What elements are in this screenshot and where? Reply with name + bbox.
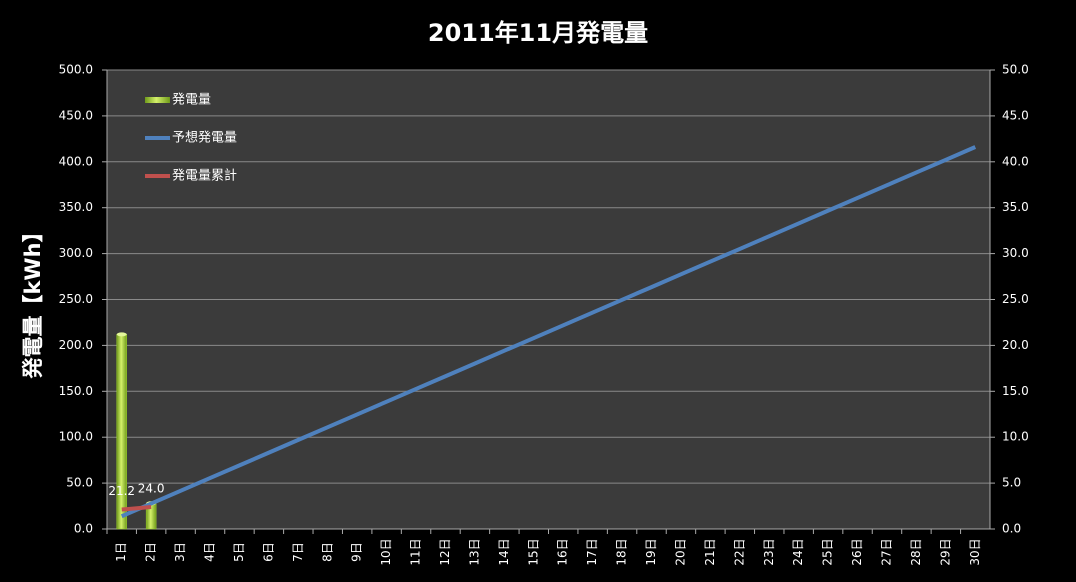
x-tick-label: 19日 [644,538,658,565]
x-tick-label: 20日 [673,538,687,565]
y-tick-label: 350.0 [59,200,93,214]
x-tick-label: 23日 [762,538,776,565]
y2-tick-label: 10.0 [1002,430,1029,444]
y-tick-label: 100.0 [59,430,93,444]
y2-tick-label: 5.0 [1002,476,1021,490]
x-tick-label: 12日 [438,538,452,565]
x-tick-label: 11日 [409,538,423,565]
x-tick-label: 17日 [585,538,599,565]
x-tick-label: 30日 [968,538,982,565]
x-tick-label: 15日 [526,538,540,565]
y-tick-label: 400.0 [59,154,93,168]
chart-title: 2011年11月発電量 [428,19,648,47]
y2-tick-label: 40.0 [1002,154,1029,168]
x-tick-label: 10日 [379,538,393,565]
y-tick-label: 150.0 [59,384,93,398]
x-tick-label: 26日 [850,538,864,565]
data-label: 21.2 [108,484,135,498]
y2-tick-label: 25.0 [1002,292,1029,306]
x-tick-label: 14日 [497,538,511,565]
data-label: 24.0 [138,481,165,495]
x-tick-label: 22日 [732,538,746,565]
legend-swatch [145,97,170,103]
x-tick-label: 29日 [938,538,952,565]
y2-tick-label: 50.0 [1002,63,1029,77]
y-tick-label: 450.0 [59,108,93,122]
y2-tick-label: 15.0 [1002,384,1029,398]
x-tick-label: 1日 [114,542,128,562]
x-tick-label: 21日 [703,538,717,565]
x-tick-label: 13日 [467,538,481,565]
y-tick-label: 50.0 [66,476,93,490]
x-tick-label: 3日 [173,542,187,562]
y2-tick-label: 45.0 [1002,108,1029,122]
legend-label: 予想発電量 [172,130,237,146]
x-tick-label: 24日 [791,538,805,565]
y2-tick-label: 20.0 [1002,338,1029,352]
line [120,145,977,519]
x-tick-label: 8日 [320,542,334,562]
x-tick-label: 18日 [615,538,629,565]
x-tick-label: 6日 [261,542,275,562]
x-tick-label: 2日 [144,542,158,562]
bar-top [116,332,127,337]
x-tick-label: 28日 [909,538,923,565]
x-tick-label: 25日 [821,538,835,565]
x-tick-label: 27日 [879,538,893,565]
x-tick-label: 4日 [203,542,217,562]
x-tick-label: 7日 [291,542,305,562]
y-axis-title: 発電量【kWh】 [21,221,45,379]
y2-tick-label: 0.0 [1002,522,1021,536]
y-tick-label: 500.0 [59,63,93,77]
line [121,504,152,512]
y-tick-label: 250.0 [59,292,93,306]
x-tick-label: 9日 [350,542,364,562]
y2-tick-label: 35.0 [1002,200,1029,214]
y-tick-label: 0.0 [74,522,93,536]
legend-label: 発電量 [172,93,211,108]
y-tick-label: 300.0 [59,246,93,260]
bar [116,334,127,530]
y2-tick-label: 30.0 [1002,246,1029,260]
x-tick-label: 5日 [232,542,246,562]
legend-label: 発電量累計 [172,168,237,184]
y-tick-label: 200.0 [59,338,93,352]
x-tick-label: 16日 [556,538,570,565]
